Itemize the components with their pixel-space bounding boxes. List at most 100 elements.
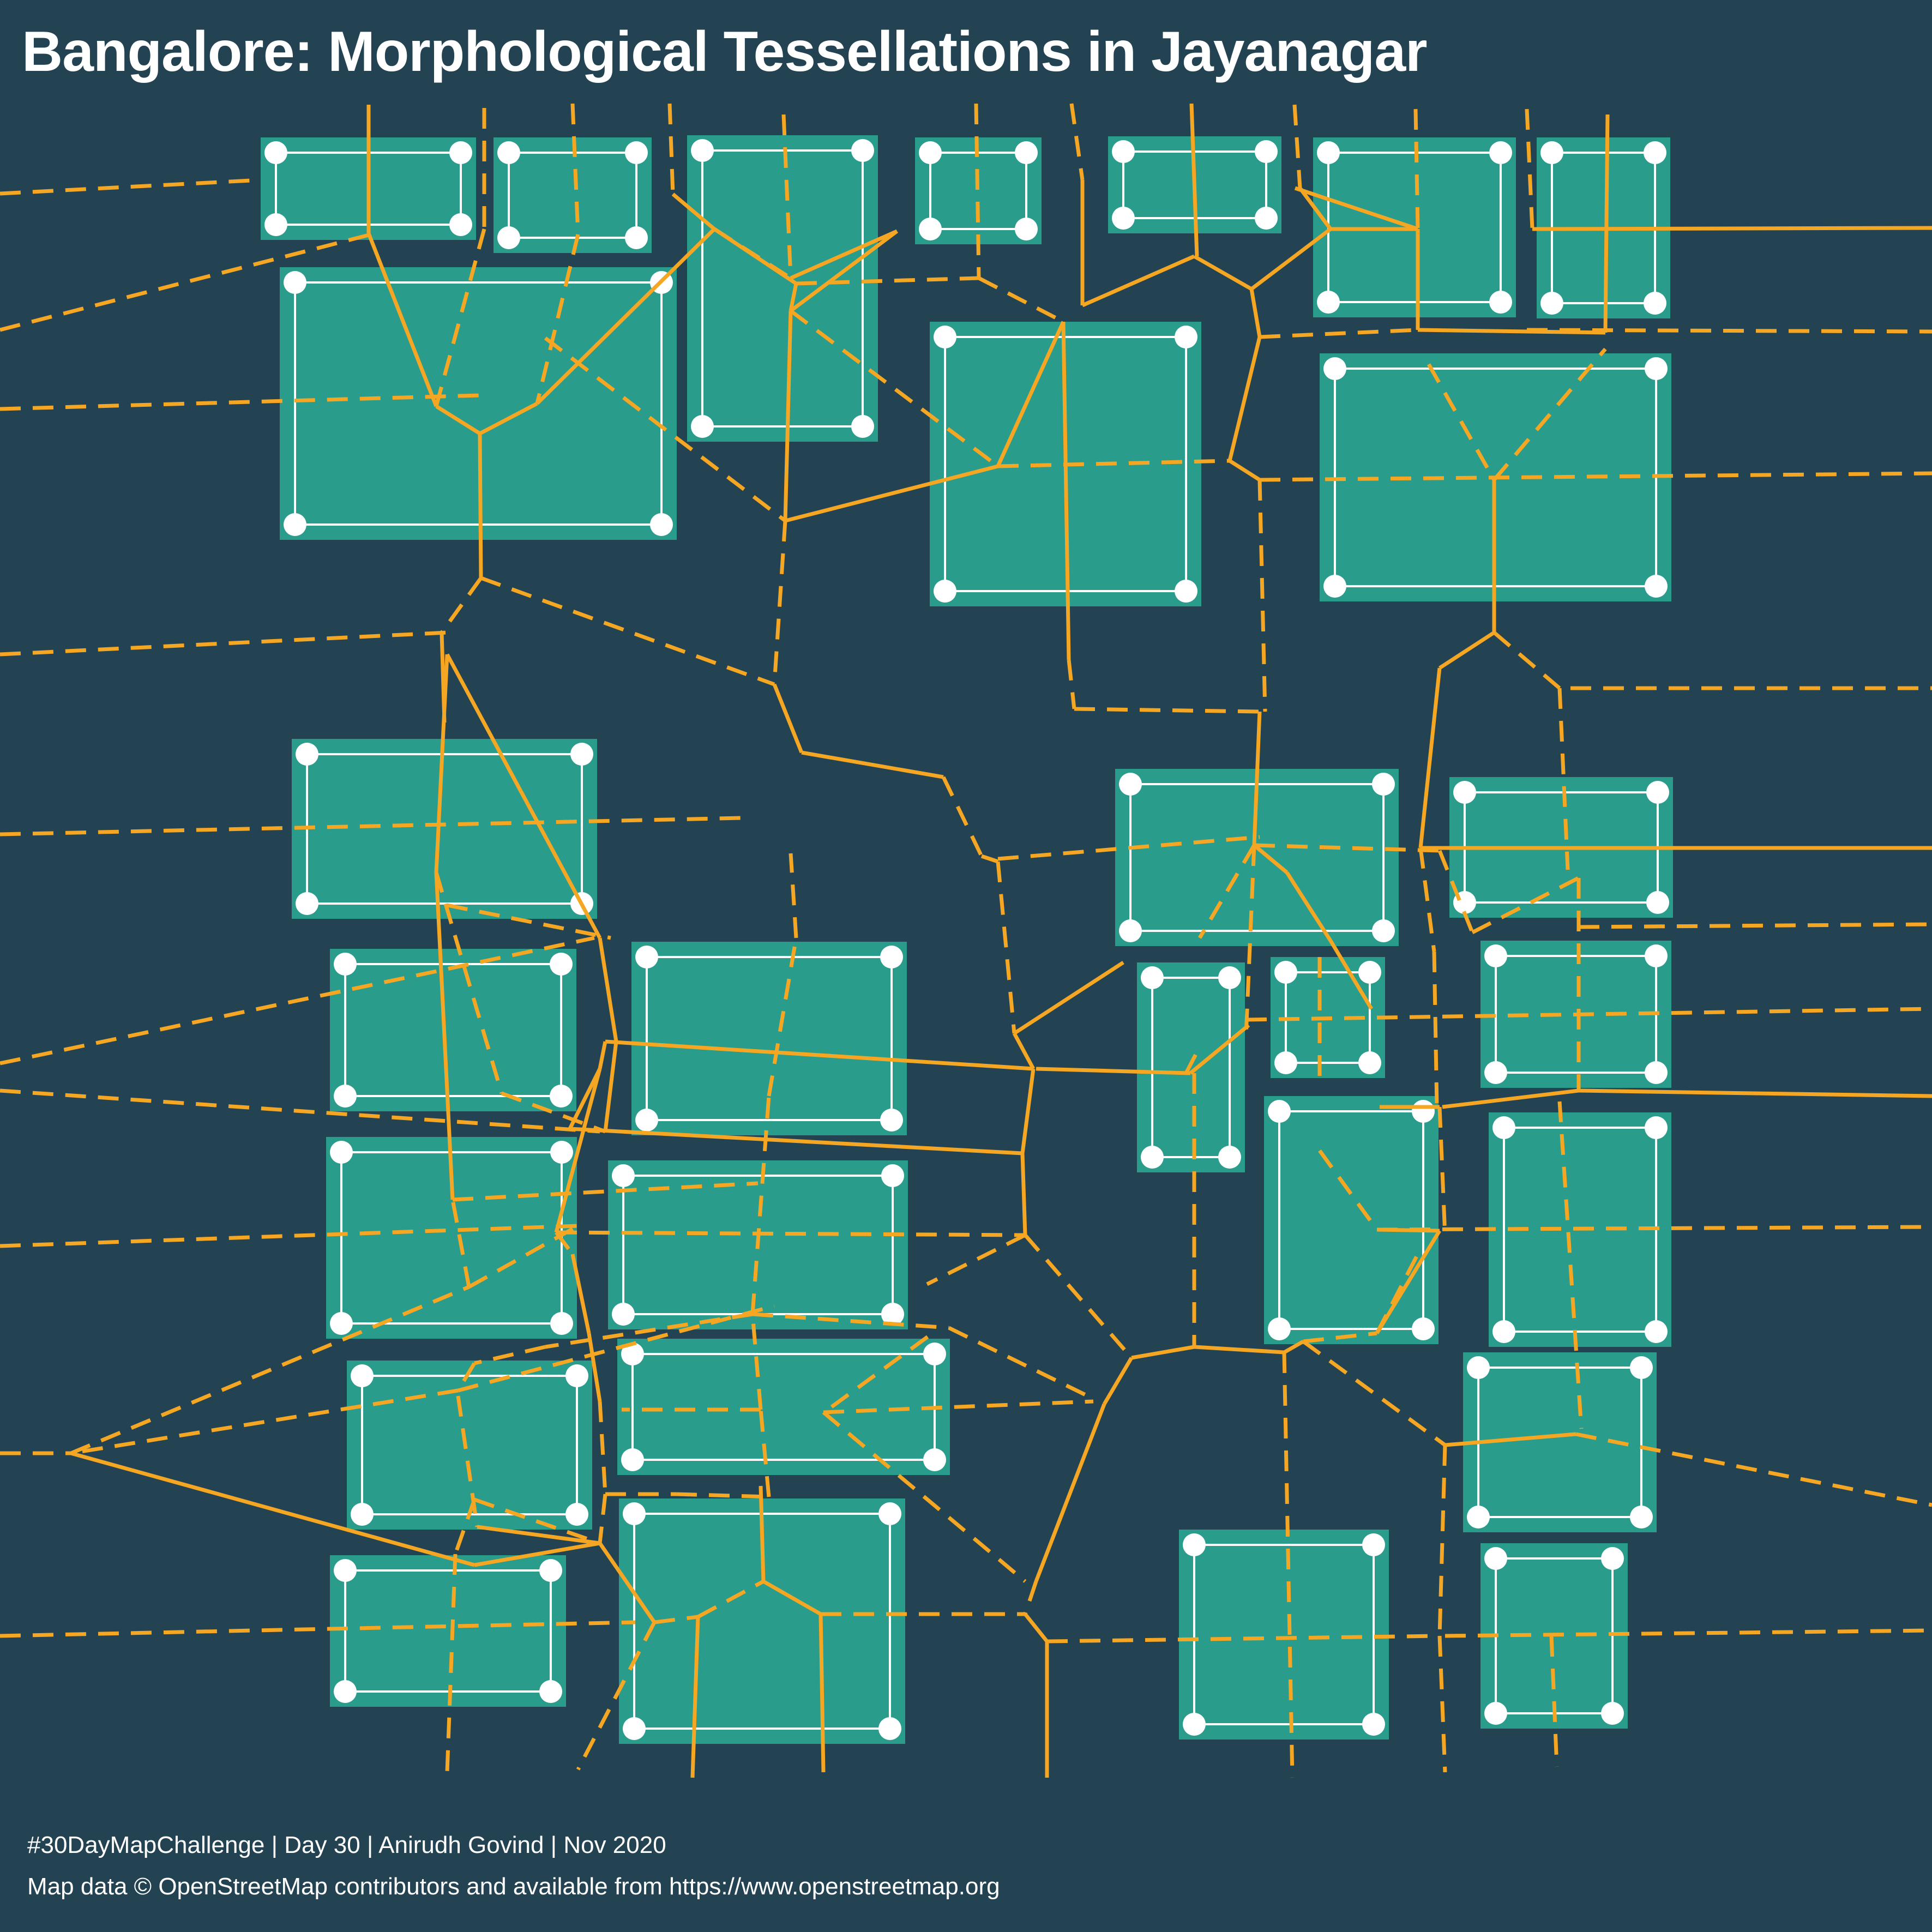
- tessellation-edge-solid: [479, 401, 538, 436]
- tessellation-edge-dashed: [450, 1199, 471, 1287]
- building-outline: [294, 281, 663, 526]
- building-vertex: [1183, 1713, 1206, 1736]
- building-vertex: [621, 1448, 644, 1471]
- building-footprint: [292, 739, 597, 919]
- tessellation-edge-solid: [603, 1041, 618, 1132]
- tessellation-edge-dashed: [1245, 1007, 1932, 1022]
- tessellation-edge-dashed: [1318, 1149, 1379, 1231]
- tessellation-edge-dashed: [1069, 103, 1085, 180]
- tessellation-edge-solid: [1189, 103, 1199, 257]
- tessellation-edge-solid: [70, 1451, 475, 1567]
- building-vertex: [1630, 1506, 1653, 1528]
- building-outline: [944, 336, 1187, 592]
- building-vertex: [1255, 207, 1278, 230]
- building-outline: [508, 152, 637, 239]
- building-vertex: [923, 1343, 946, 1365]
- building-vertex: [1015, 218, 1038, 240]
- tessellation-edge-dashed: [1375, 1253, 1420, 1334]
- tessellation-edge-dashed: [1437, 1635, 1447, 1773]
- tessellation-edge-dashed: [750, 1314, 763, 1410]
- tessellation-edge-solid: [671, 192, 716, 231]
- tessellation-edge-dashed: [1303, 1331, 1377, 1344]
- building-vertex: [1484, 1547, 1507, 1570]
- tessellation-edge-dashed: [447, 903, 611, 940]
- building-vertex: [1412, 1100, 1435, 1123]
- building-vertex: [691, 415, 714, 438]
- tessellation-edge-dashed: [823, 1399, 1094, 1415]
- tessellation-edge-dashed: [948, 1326, 1094, 1401]
- tessellation-edge-dashed: [598, 1494, 607, 1544]
- tessellation-edge-solid: [434, 654, 449, 873]
- building-vertex: [1484, 944, 1507, 967]
- tessellation-edge-dashed: [767, 937, 798, 1097]
- tessellation-edge-solid: [1578, 1088, 1932, 1098]
- tessellation-edge-dashed: [440, 576, 483, 634]
- tessellation-edge-solid: [1285, 871, 1332, 942]
- building-vertex: [1015, 141, 1038, 164]
- tessellation-edge-solid: [1229, 459, 1261, 482]
- tessellation-edge-solid: [1417, 328, 1606, 335]
- building-vertex: [284, 271, 306, 294]
- tessellation-edge-solid: [1131, 1345, 1195, 1360]
- tessellation-edge-dashed: [997, 835, 1260, 861]
- building-vertex: [1644, 141, 1666, 164]
- building-vertex: [1646, 781, 1669, 804]
- building-vertex: [351, 1503, 374, 1526]
- building-vertex: [1268, 1100, 1291, 1123]
- building-vertex: [330, 1312, 353, 1335]
- building-vertex: [1645, 1116, 1668, 1139]
- tessellation-edge-solid: [1036, 1067, 1191, 1075]
- tessellation-edge-dashed: [0, 630, 448, 657]
- map-title: Bangalore: Morphological Tessellations i…: [22, 20, 1428, 83]
- tessellation-edge-dashed: [1302, 1340, 1447, 1447]
- tessellation-edge-solid: [789, 283, 798, 311]
- building-vertex: [570, 743, 593, 766]
- building-vertex: [1645, 575, 1668, 598]
- tessellation-edge-dashed: [713, 227, 792, 280]
- tessellation-edge-solid: [477, 1525, 600, 1545]
- tessellation-edge-dashed: [974, 103, 981, 279]
- building-outline: [701, 149, 864, 428]
- building-vertex: [296, 892, 318, 915]
- building-vertex: [919, 218, 942, 240]
- tessellation-edge-solid: [1194, 1345, 1285, 1355]
- tessellation-edge-solid: [772, 683, 804, 754]
- tessellation-edge-solid: [1102, 1357, 1134, 1405]
- building-vertex: [1645, 1061, 1668, 1084]
- tessellation-edge-solid: [1294, 186, 1419, 231]
- tessellation-edge-solid: [445, 653, 602, 939]
- tessellation-edge-dashed: [70, 1285, 470, 1455]
- building-vertex: [1467, 1356, 1490, 1379]
- tessellation-edge-dashed: [1549, 1635, 1559, 1767]
- tessellation-edge-dashed: [0, 393, 480, 411]
- tessellation-edge-dashed: [1492, 347, 1607, 482]
- building-vertex: [1317, 141, 1340, 164]
- tessellation-edge-dashed: [759, 1409, 771, 1497]
- tessellation-edge-dashed: [1292, 104, 1302, 189]
- building-vertex: [1119, 773, 1142, 796]
- tessellation-edge-dashed: [1578, 922, 1932, 929]
- tessellation-edge-dashed: [1437, 1106, 1447, 1236]
- tessellation-edge-dashed: [1413, 109, 1420, 230]
- tessellation-edge-dashed: [535, 234, 580, 404]
- building-vertex: [539, 1559, 562, 1582]
- building-vertex: [1492, 1116, 1515, 1139]
- tessellation-edge-dashed: [676, 1492, 769, 1499]
- tessellation-edge-dashed: [1257, 479, 1267, 712]
- tessellation-edge-dashed: [1557, 1101, 1584, 1429]
- building-footprint: [280, 267, 677, 540]
- building-vertex: [1175, 326, 1197, 348]
- building-vertex: [550, 1141, 573, 1164]
- building-footprint: [493, 137, 652, 253]
- building-vertex: [1489, 291, 1512, 314]
- tessellation-edges-layer: [0, 103, 1932, 1778]
- building-vertex: [612, 1164, 635, 1187]
- building-vertex: [881, 1303, 904, 1326]
- tessellation-edge-dashed: [576, 1621, 657, 1771]
- building-vertex: [881, 1164, 904, 1187]
- tessellation-edge-dashed: [0, 1088, 600, 1134]
- building-vertex: [625, 141, 648, 164]
- building-vertex: [621, 1343, 644, 1365]
- tessellation-edge-dashed: [822, 1411, 1027, 1583]
- building-vertex: [334, 1559, 357, 1582]
